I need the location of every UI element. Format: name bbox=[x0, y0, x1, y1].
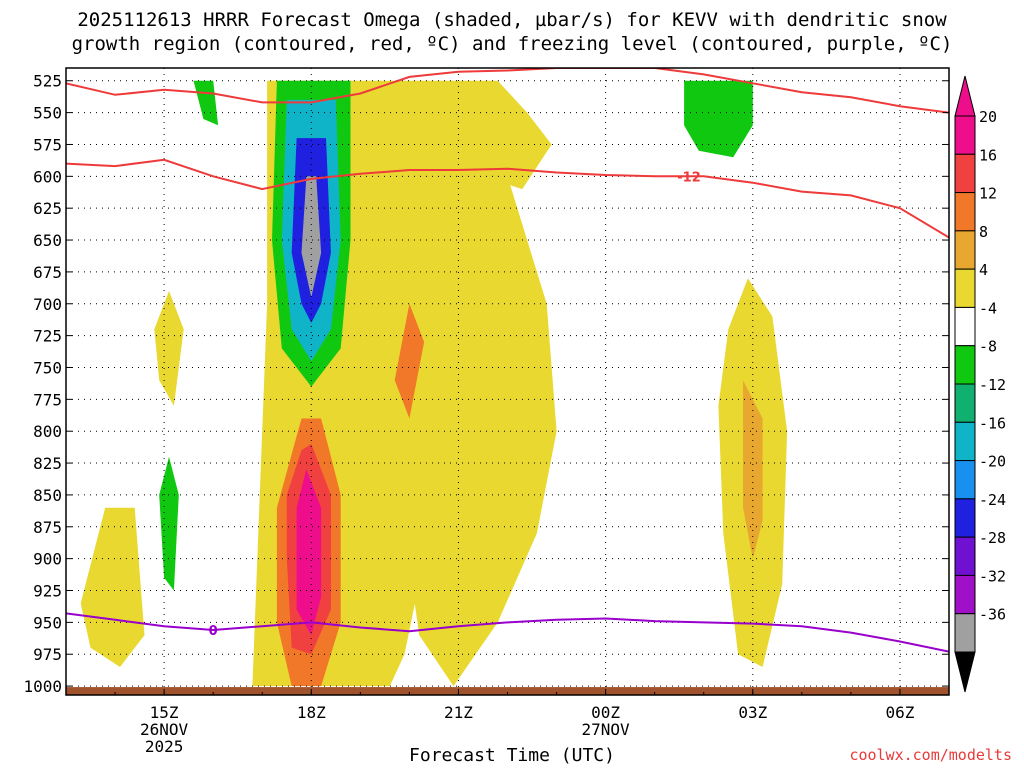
y-tick-label: 850 bbox=[33, 486, 62, 505]
colorbar-swatch bbox=[954, 460, 976, 500]
colorbar-swatch bbox=[954, 268, 976, 308]
colorbar-label: -4 bbox=[979, 299, 997, 317]
colorbar-label: -28 bbox=[979, 529, 1006, 547]
colorbar-label: -32 bbox=[979, 567, 1006, 585]
colorbar-label: 16 bbox=[979, 146, 997, 164]
y-tick-label: 875 bbox=[33, 518, 62, 537]
contour-dendritic-lower bbox=[66, 158, 949, 239]
colorbar-extend-bottom bbox=[954, 651, 976, 693]
colorbar-label: -24 bbox=[979, 491, 1006, 509]
y-tick-label: 725 bbox=[33, 327, 62, 346]
colorbar-swatch bbox=[954, 498, 976, 538]
x-tick-label: 03Z bbox=[738, 703, 767, 722]
y-tick-label: 650 bbox=[33, 231, 62, 250]
colorbar-label: 8 bbox=[979, 223, 988, 241]
omega-shading bbox=[80, 80, 788, 687]
colorbar-swatch bbox=[954, 383, 976, 423]
omega-region-strong-ascent-peak bbox=[296, 469, 322, 636]
y-tick-label: 600 bbox=[33, 167, 62, 186]
y-tick-label: 975 bbox=[33, 645, 62, 664]
contour-dendritic-upper bbox=[66, 68, 949, 114]
colorbar-extend-top bbox=[954, 75, 976, 117]
colorbar-swatch bbox=[954, 536, 976, 576]
y-tick-label: 1000 bbox=[23, 677, 62, 696]
omega-region-descent-lowlevel bbox=[159, 456, 179, 591]
colorbar-swatch bbox=[954, 613, 976, 653]
x-tick-label: 15Z bbox=[150, 703, 179, 722]
omega-region-broad-ascent-east bbox=[355, 80, 557, 687]
contour-label-freezing-level: 0 bbox=[209, 624, 218, 639]
title-line-2: growth region (contoured, red, ºC) and f… bbox=[71, 33, 953, 55]
colorbar-swatch bbox=[954, 230, 976, 270]
colorbar-swatch bbox=[954, 153, 976, 194]
colorbar-swatch bbox=[954, 192, 976, 232]
contour-label-dendritic-lower: -12 bbox=[677, 170, 701, 185]
x-axis-title: Forecast Time (UTC) bbox=[409, 745, 615, 766]
omega-region-ascent-small-mid bbox=[154, 291, 184, 406]
y-tick-label: 925 bbox=[33, 582, 62, 601]
y-tick-label: 550 bbox=[33, 104, 62, 123]
colorbar-swatch bbox=[954, 306, 976, 347]
y-tick-label: 625 bbox=[33, 199, 62, 218]
y-tick-label: 775 bbox=[33, 390, 62, 409]
y-tick-label: 825 bbox=[33, 454, 62, 473]
ground-surface bbox=[66, 687, 949, 695]
colorbar-label: -36 bbox=[979, 606, 1006, 624]
omega-region-mid-ascent-ribbon bbox=[394, 303, 425, 419]
omega-region-east-tower-core bbox=[743, 380, 763, 559]
x-tick-date: 27NOV bbox=[582, 720, 631, 739]
colorbar-swatch bbox=[954, 115, 976, 155]
omega-region-upper-ascent-band bbox=[429, 80, 552, 190]
colorbar: 20 16 12 8 4 -4 -8 -12 -16 -20 -24 -28 -32 -36 bbox=[954, 75, 1006, 693]
x-tick-label: 06Z bbox=[885, 703, 914, 722]
y-tick-label: 750 bbox=[33, 358, 62, 377]
y-axis: 525 550 575 600 625 650 675 700 725 750 775 800 825 8… bbox=[23, 72, 949, 696]
colorbar-label: 12 bbox=[979, 185, 997, 203]
omega-region-ascent-lowlevel-left bbox=[80, 507, 145, 667]
contour-freezing-level bbox=[66, 612, 949, 653]
title-line-1: 2025112613 HRRR Forecast Omega (shaded, … bbox=[77, 9, 947, 31]
chart-title: 2025112613 HRRR Forecast Omega (shaded, … bbox=[0, 8, 1024, 56]
colorbar-label: -20 bbox=[979, 453, 1006, 471]
colorbar-label: -8 bbox=[979, 338, 997, 356]
y-tick-label: 900 bbox=[33, 550, 62, 569]
y-tick-label: 800 bbox=[33, 422, 62, 441]
y-tick-label: 575 bbox=[33, 135, 62, 154]
y-tick-label: 675 bbox=[33, 263, 62, 282]
y-tick-label: 525 bbox=[33, 72, 62, 91]
colorbar-label: -12 bbox=[979, 376, 1006, 394]
x-tick-label: 21Z bbox=[444, 703, 473, 722]
x-tick-date: 26NOV bbox=[140, 720, 189, 739]
grid-lines bbox=[66, 68, 949, 695]
colorbar-label: -16 bbox=[979, 414, 1006, 432]
y-tick-label: 700 bbox=[33, 295, 62, 314]
colorbar-label: 4 bbox=[979, 261, 988, 279]
x-tick-year: 2025 bbox=[145, 737, 184, 756]
x-tick-label: 00Z bbox=[591, 703, 620, 722]
contour-lines: -12 0 bbox=[66, 68, 949, 653]
site-credit[interactable]: coolwx.com/modelts bbox=[849, 746, 1012, 764]
colorbar-swatch bbox=[954, 421, 976, 462]
colorbar-swatch bbox=[954, 345, 976, 385]
omega-region-descent-east bbox=[684, 80, 753, 158]
colorbar-label: 20 bbox=[979, 108, 997, 126]
x-tick-label: 18Z bbox=[297, 703, 326, 722]
y-tick-label: 950 bbox=[33, 613, 62, 632]
colorbar-swatch bbox=[954, 574, 976, 615]
